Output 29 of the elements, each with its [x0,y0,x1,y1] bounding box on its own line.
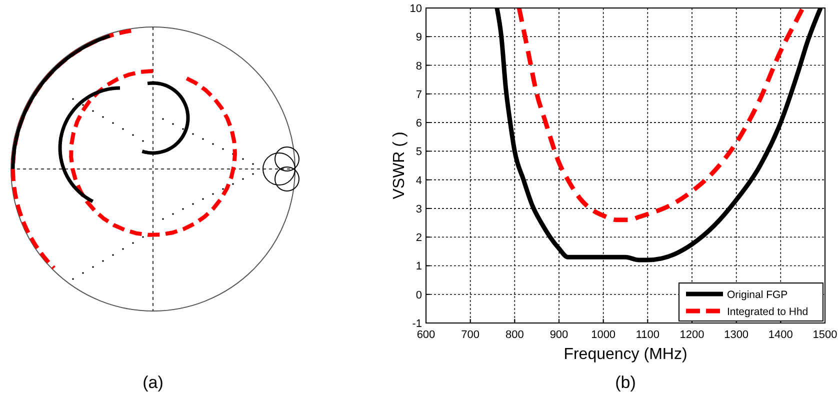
x-tick-label: 800 [505,329,524,341]
x-tick-label: 900 [550,329,568,341]
y-tick-label: 10 [410,3,422,15]
y-tick-label: 2 [416,232,422,244]
x-tick-label: 600 [416,329,436,341]
x-tick-label: 1300 [724,329,749,341]
y-tick-label: 1 [416,260,422,273]
y-tick-label: 4 [416,174,422,187]
x-tick-label: 1200 [680,329,704,341]
y-tick-label: 3 [416,203,422,216]
x-tick-label: 1400 [768,329,793,341]
x-tick-label: 700 [461,329,480,341]
x-tick-label: 1000 [591,329,616,341]
text: (a) [142,373,164,392]
y-axis-title: VSWR ( ) [391,132,408,200]
y-tick-label: 8 [416,60,422,72]
line-series [516,8,806,222]
legend-label: Integrated to Hhd [727,306,808,318]
y-tick-label: 7 [416,88,422,101]
y-tick-label: 9 [416,32,422,44]
y-tick-label: -1 [412,318,422,330]
x-tick-label: 1500 [812,329,838,341]
text: (b) [615,373,636,392]
y-tick-label: 5 [416,146,422,158]
x-axis-title: Frequency (MHz) [564,346,688,363]
x-tick-label: 1100 [636,329,660,341]
y-tick-label: 6 [416,118,422,130]
legend-label: Original FGP [727,289,788,301]
y-tick-label: 0 [416,289,422,302]
